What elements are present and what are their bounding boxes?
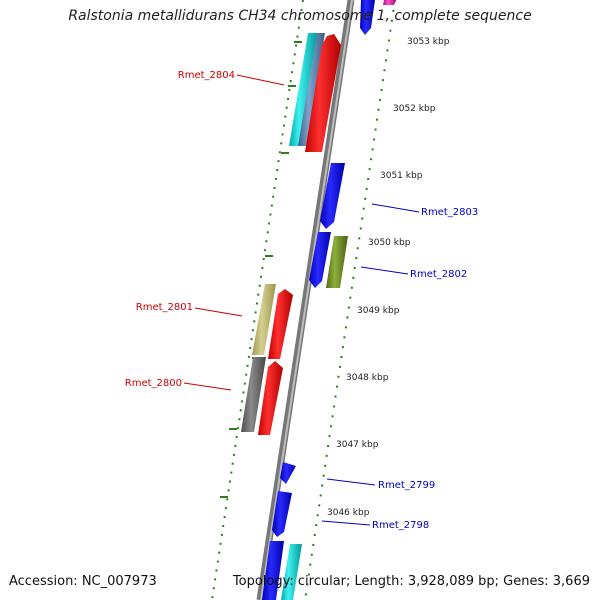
- feature-blue: [309, 232, 331, 288]
- gene-label-rmet-2804[interactable]: Rmet_2804: [178, 70, 235, 81]
- feature-gray: [241, 357, 266, 432]
- tick-label-3052: 3052 kbp: [393, 104, 436, 114]
- gene-label-rmet-2798[interactable]: Rmet_2798: [372, 520, 429, 531]
- gene-label-rmet-2802[interactable]: Rmet_2802: [410, 269, 467, 280]
- gene-label-rmet-2803[interactable]: Rmet_2803: [421, 207, 478, 218]
- feature-red: [268, 289, 293, 359]
- feature-blue: [360, 0, 375, 35]
- reverse-gene-leaders: [321, 203, 420, 526]
- feature-magenta: [383, 0, 396, 5]
- outer-tick-guide: [211, 0, 304, 600]
- gene-label-rmet-2800[interactable]: Rmet_2800: [125, 378, 182, 389]
- forward-gene-leaders: [183, 74, 285, 391]
- feature-cyan: [281, 544, 302, 600]
- feature-red: [305, 34, 341, 152]
- tick-label-3050: 3050 kbp: [368, 238, 411, 248]
- tick-label-3053: 3053 kbp: [407, 37, 450, 47]
- chromosome-backbone-highlight: [260, 0, 353, 600]
- feature-olive: [326, 236, 348, 288]
- outer-long-ticks: [220, 41, 302, 498]
- feature-blue: [320, 163, 345, 229]
- accession-text: Accession: NC_007973: [9, 574, 157, 589]
- feature-blue: [280, 462, 296, 484]
- feature-red: [258, 361, 283, 435]
- tick-label-3048: 3048 kbp: [346, 373, 389, 383]
- tick-label-3046: 3046 kbp: [327, 508, 370, 518]
- tick-label-3047: 3047 kbp: [336, 440, 379, 450]
- feature-blue: [272, 491, 292, 537]
- tick-label-3049: 3049 kbp: [357, 306, 400, 316]
- inner-tick-guide: [304, 0, 396, 600]
- feature-steel: [298, 33, 325, 146]
- tick-label-3051: 3051 kbp: [380, 171, 423, 181]
- gene-label-rmet-2799[interactable]: Rmet_2799: [378, 480, 435, 491]
- topology-summary-text: Topology: circular; Length: 3,928,089 bp…: [232, 574, 590, 589]
- feature-blue: [262, 541, 284, 600]
- gene-label-rmet-2801[interactable]: Rmet_2801: [136, 302, 193, 313]
- feature-khaki: [252, 284, 276, 355]
- feature-cyan: [289, 33, 318, 146]
- map-title: Ralstonia metallidurans CH34 chromosome …: [68, 8, 532, 24]
